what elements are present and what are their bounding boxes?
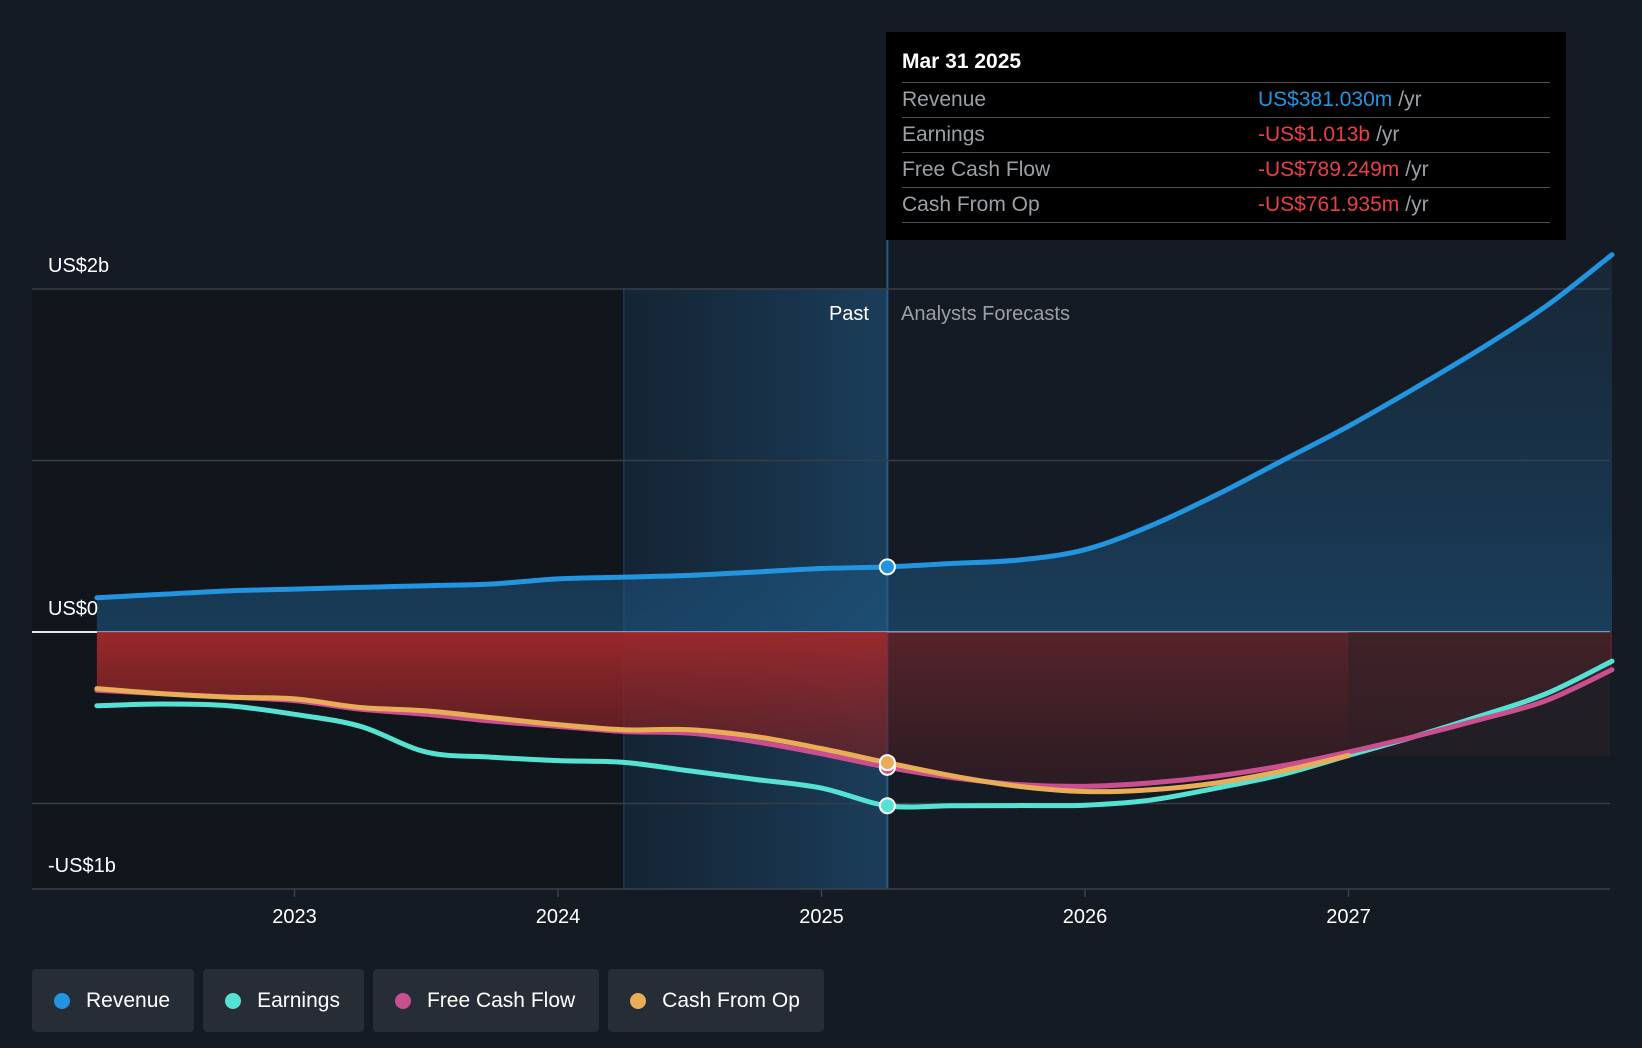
marker-revenue — [878, 558, 896, 576]
legend-label: Revenue — [86, 988, 171, 1012]
tooltip: Mar 31 2025 Revenue US$381.030m/yr Earning… — [886, 32, 1566, 240]
x-tick-label: 2027 — [1326, 906, 1371, 928]
legend-dot-icon — [54, 992, 70, 1009]
tooltip-date: Mar 31 2025 — [902, 50, 1022, 73]
legend-item-free-cash-flow[interactable]: Free Cash Flow — [372, 969, 600, 1032]
legend-item-cash-from-op[interactable]: Cash From Op — [608, 969, 824, 1032]
forecast-label: Analysts Forecasts — [901, 303, 1070, 325]
tooltip-rows: Revenue US$381.030m/yr Earnings -US$1.013b /… — [902, 82, 1550, 223]
tooltip-row-name: Earnings — [902, 123, 985, 146]
tooltip-row-unit: /yr — [1405, 158, 1429, 181]
legend-dot-icon — [630, 992, 647, 1009]
tooltip-row: Cash From Op -US$761.935m/yr — [902, 187, 1550, 223]
tooltip-row-value: -US$1.013b — [1258, 123, 1371, 146]
tooltip-row-value: US$381.030m — [1258, 88, 1393, 111]
legend-label: Cash From Op — [662, 988, 800, 1012]
negative-area-tail — [1348, 632, 1610, 756]
marker-cash-from-op — [878, 754, 896, 772]
legend: Revenue Earnings Free Cash Flow Cash From O… — [32, 969, 824, 1032]
legend-item-revenue[interactable]: Revenue — [32, 969, 195, 1032]
tooltip-row-name: Revenue — [902, 88, 987, 111]
tooltip-row-unit: /yr — [1376, 123, 1400, 146]
tooltip-row-name: Free Cash Flow — [902, 158, 1051, 181]
tooltip-row: Revenue US$381.030m/yr — [902, 82, 1550, 117]
x-tick-label: 2026 — [1063, 906, 1108, 928]
y-label-top: US$2b — [48, 255, 109, 277]
tooltip-row-name: Cash From Op — [902, 193, 1040, 216]
tooltip-row: Earnings -US$1.013b/yr — [902, 117, 1550, 152]
tooltip-row-value: -US$761.935m — [1258, 193, 1400, 216]
tooltip-row-value: -US$789.249m — [1258, 158, 1400, 181]
x-tick-label: 2024 — [536, 906, 581, 928]
legend-label: Earnings — [257, 988, 340, 1012]
series-line-revenue — [94, 252, 1615, 601]
revenue-area — [96, 254, 1612, 632]
series-line-earnings — [94, 658, 1615, 810]
y-label-bottom: -US$1b — [48, 855, 116, 877]
negative-area-past — [96, 632, 888, 763]
legend-label: Free Cash Flow — [426, 988, 576, 1012]
legend-dot-icon — [225, 992, 242, 1009]
x-tick-label: 2025 — [799, 906, 844, 928]
legend-dot-icon — [394, 992, 411, 1009]
legend-item-earnings[interactable]: Earnings — [203, 969, 364, 1032]
y-label-zero: US$0 — [48, 598, 98, 620]
series-line-cash-from-op — [94, 686, 1351, 795]
tooltip-row-unit: /yr — [1405, 193, 1429, 216]
tooltip-row-unit: /yr — [1398, 88, 1422, 111]
past-label: Past — [829, 303, 869, 325]
tooltip-row: Free Cash Flow -US$789.249m/yr — [902, 152, 1550, 187]
marker-earnings — [878, 797, 896, 815]
x-tick-label: 2023 — [272, 906, 317, 928]
chart-canvas: US$2b US$0 -US$1b Past Analysts Forecast… — [32, 238, 1615, 928]
